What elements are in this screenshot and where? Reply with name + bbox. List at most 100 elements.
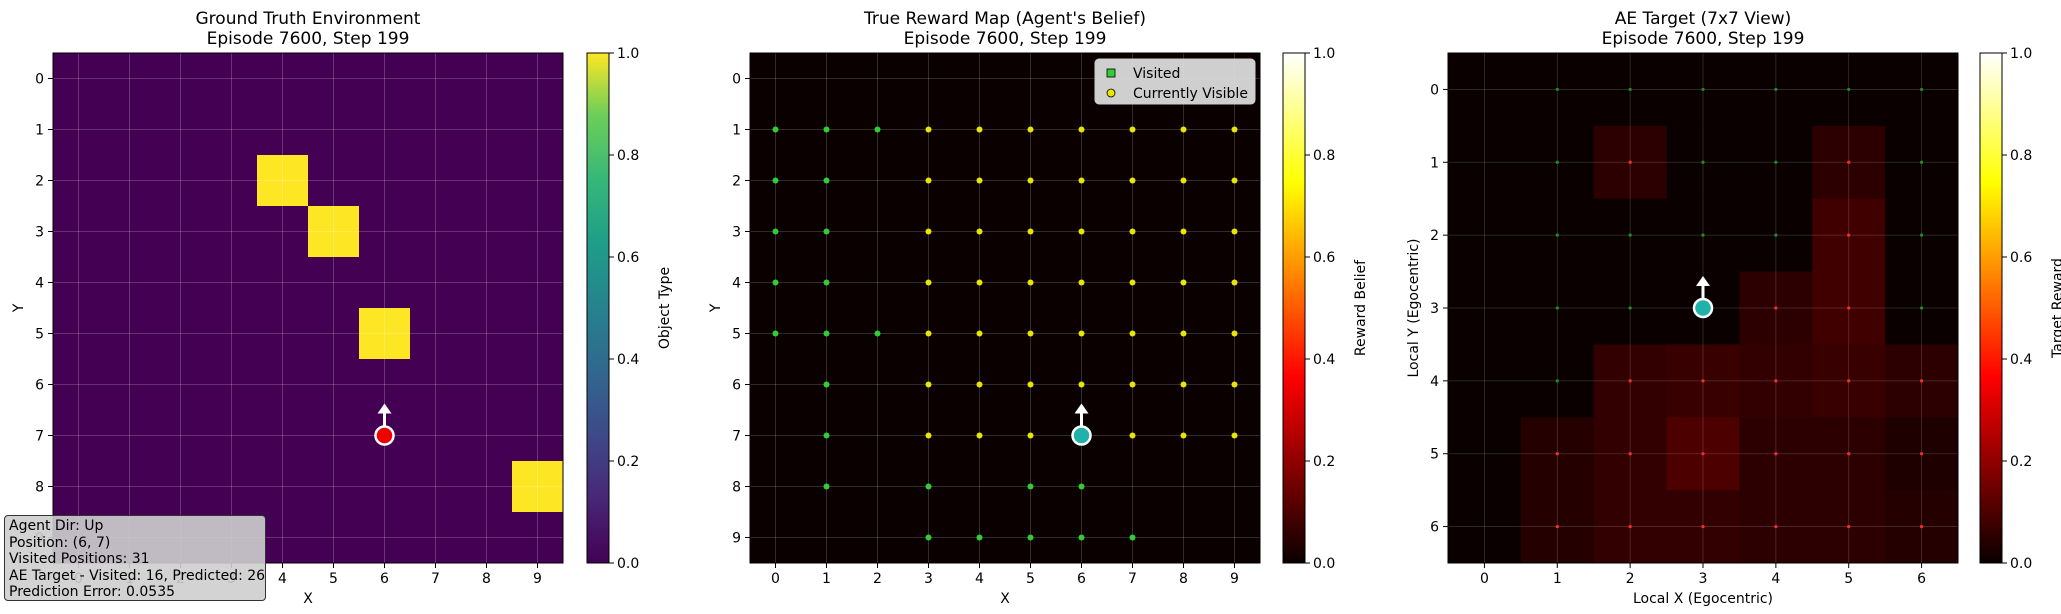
chart-title: AE Target (7x7 View) (1615, 9, 1791, 29)
cell-dot (1701, 379, 1705, 383)
cell-dot (1919, 452, 1924, 456)
y-tick-label: 1 (35, 123, 44, 139)
heatmap-cell (1448, 198, 1522, 273)
info-visited: Visited Positions: 31 (9, 551, 150, 567)
y-tick-label: 1 (732, 123, 741, 139)
visible-point (1027, 177, 1034, 184)
cell-dot (1847, 160, 1851, 164)
colorbar-tick-label: 0.6 (617, 250, 639, 266)
colorbar-tick-label: 0.0 (1313, 556, 1335, 572)
visited-point (1129, 534, 1136, 541)
axes-frame (52, 52, 564, 564)
visible-point (1027, 330, 1034, 337)
cell-dot (1628, 306, 1632, 310)
object-cell (512, 461, 563, 512)
x-tick-label: 4 (278, 571, 287, 587)
visible-point (1180, 330, 1187, 337)
y-tick-label: 5 (1430, 447, 1439, 463)
visible-point (976, 228, 983, 235)
x-tick-label: 7 (1128, 571, 1137, 587)
chart-title: Ground Truth Environment (196, 9, 421, 29)
visible-point (1027, 126, 1034, 133)
visible-point (1129, 126, 1136, 133)
y-tick-label: 3 (35, 225, 44, 241)
x-axis-label: Local X (Egocentric) (1633, 591, 1773, 607)
x-tick-label: 0 (1480, 571, 1489, 587)
x-tick-label: 6 (380, 571, 389, 587)
visited-point (1027, 483, 1034, 490)
visited-point (823, 177, 830, 184)
visible-point (1231, 228, 1238, 235)
y-tick-label: 8 (732, 480, 741, 496)
visible-point (1078, 126, 1085, 133)
object-cell (308, 206, 359, 257)
colorbar-tick-label: 0.6 (1313, 250, 1335, 266)
visible-point (925, 279, 932, 286)
visible-point (1231, 330, 1238, 337)
cell-dot (1847, 233, 1851, 237)
cell-dot (1701, 452, 1705, 456)
colorbar-tick-label: 0.8 (2010, 148, 2032, 164)
colorbar-tick-label: 0.4 (617, 352, 639, 368)
y-tick-label: 4 (35, 276, 44, 292)
cell-dot (1555, 379, 1559, 383)
cell-dot (1774, 160, 1778, 164)
colorbar-tick-label: 0.0 (2010, 556, 2032, 572)
cell-dot (1555, 452, 1559, 456)
visible-point (976, 126, 983, 133)
heatmap-cell (1448, 271, 1522, 345)
y-axis-label: Y (11, 303, 27, 313)
legend-visited-marker (1106, 68, 1116, 78)
x-tick-label: 8 (1179, 571, 1188, 587)
chart-subtitle: Episode 7600, Step 199 (207, 29, 410, 49)
visible-point (925, 432, 932, 439)
x-tick-label: 5 (329, 571, 338, 587)
visible-point (1078, 228, 1085, 235)
visible-point (1231, 381, 1238, 388)
cell-dot (1555, 306, 1559, 310)
visited-point (823, 381, 830, 388)
visible-point (1231, 279, 1238, 286)
visible-point (1180, 432, 1187, 439)
visible-point (1129, 177, 1136, 184)
x-tick-label: 2 (873, 571, 882, 587)
visible-point (925, 126, 932, 133)
visible-point (976, 432, 983, 439)
colorbar-tick-label: 0.6 (2010, 250, 2032, 266)
visited-point (823, 483, 830, 490)
legend-visited-label: Visited (1133, 66, 1180, 82)
x-tick-label: 9 (533, 571, 542, 587)
visible-point (1027, 279, 1034, 286)
colorbar-tick-label: 0.2 (1313, 454, 1335, 470)
object-cell (257, 155, 308, 206)
x-tick-label: 3 (924, 571, 933, 587)
cell-dot (1701, 87, 1705, 92)
panel-ae-target: 0 1 2 3 4 5 6 0 1 2 3 4 5 6 AE Target (7x7 View)Episod… (1406, 9, 2061, 607)
visited-point (772, 126, 779, 133)
agent-marker (374, 425, 395, 446)
visited-point (976, 534, 983, 541)
x-tick-label: 6 (1917, 571, 1926, 587)
x-tick-label: 4 (1771, 571, 1780, 587)
visible-point (1129, 279, 1136, 286)
x-tick-label: 0 (771, 571, 780, 587)
visible-point (1231, 126, 1238, 133)
y-tick-label: 0 (732, 72, 741, 88)
chart-title: True Reward Map (Agent's Belief) (863, 9, 1146, 29)
colorbar-label: Target Reward (2050, 258, 2061, 359)
y-tick-label: 4 (732, 276, 741, 292)
cell-dot (1919, 87, 1924, 92)
visited-point (772, 279, 779, 286)
cell-dot (1628, 452, 1632, 456)
heatmap-cell (1448, 53, 1522, 127)
axes-frame (749, 52, 1261, 564)
cell-dot (1847, 524, 1851, 529)
cell-dot (1847, 452, 1851, 456)
visible-point (1129, 330, 1136, 337)
colorbar-tick-label: 0.0 (617, 556, 639, 572)
visible-point (925, 330, 932, 337)
visited-point (1078, 534, 1085, 541)
visited-point (772, 330, 779, 337)
colorbar (1282, 52, 1306, 564)
y-tick-label: 8 (35, 480, 44, 496)
